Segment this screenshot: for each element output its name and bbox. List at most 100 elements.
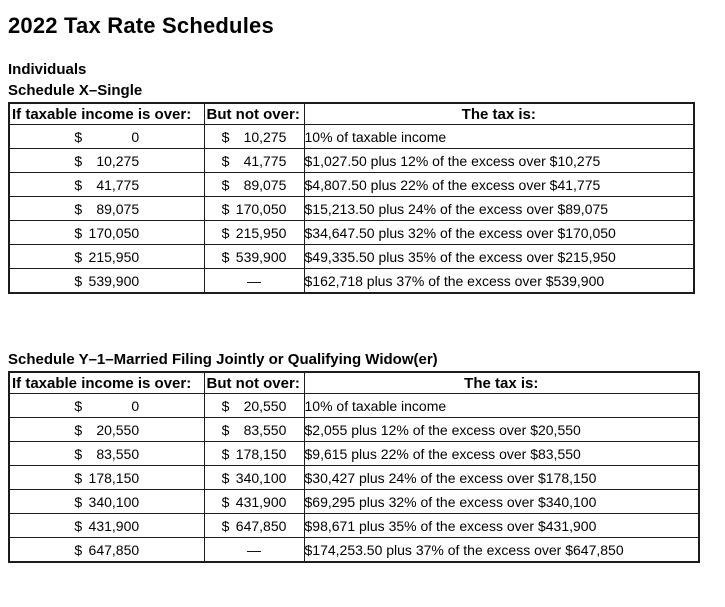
column-header-tax: The tax is: (303, 371, 700, 394)
table-row: $10,275 $41,775 $1,027.50 plus 12% of th… (8, 148, 695, 173)
tax-formula-cell: 10% of taxable income (303, 393, 700, 418)
not-over-value: 41,775 (243, 152, 287, 169)
not-over-cell: $340,100 (203, 465, 305, 490)
table-row: $89,075 $170,050 $15,213.50 plus 24% of … (8, 196, 695, 221)
income-over-cell: $20,550 (8, 417, 205, 442)
income-over-cell: $89,075 (8, 196, 205, 221)
schedule-y1-table: If taxable income is over: But not over:… (8, 371, 700, 563)
not-over-value: 170,050 (235, 200, 287, 217)
income-over-cell: $10,275 (8, 148, 205, 173)
income-over-value: 340,100 (88, 493, 140, 510)
not-over-cell: $170,050 (203, 196, 305, 221)
income-over-cell: $340,100 (8, 489, 205, 514)
column-header-not-over: But not over: (203, 102, 305, 125)
currency-symbol: $ (221, 224, 230, 241)
schedule-y1-section: Schedule Y–1–Married Filing Jointly or Q… (8, 351, 725, 563)
tax-formula-cell: $4,807.50 plus 22% of the excess over $4… (303, 172, 695, 197)
income-over-cell: $0 (8, 124, 205, 149)
income-over-value: 0 (131, 128, 140, 145)
table-row: $539,900 $— $162,718 plus 37% of the exc… (8, 268, 695, 294)
tax-formula-cell: $98,671 plus 35% of the excess over $431… (303, 513, 700, 538)
tax-formula-cell: $49,335.50 plus 35% of the excess over $… (303, 244, 695, 269)
currency-symbol: $ (74, 200, 83, 217)
table-row: $647,850 $— $174,253.50 plus 37% of the … (8, 537, 700, 563)
income-over-cell: $83,550 (8, 441, 205, 466)
income-over-value: 0 (131, 397, 140, 414)
currency-symbol: $ (221, 176, 230, 193)
not-over-cell: $20,550 (203, 393, 305, 418)
not-over-cell: $215,950 (203, 220, 305, 245)
table-row: $20,550 $83,550 $2,055 plus 12% of the e… (8, 417, 700, 442)
not-over-cell: $539,900 (203, 244, 305, 269)
currency-symbol: $ (74, 421, 83, 438)
income-over-value: 10,275 (96, 152, 140, 169)
tax-formula-cell: $30,427 plus 24% of the excess over $178… (303, 465, 700, 490)
income-over-value: 89,075 (96, 200, 140, 217)
not-over-value: — (247, 541, 261, 558)
currency-symbol: $ (74, 541, 83, 558)
currency-symbol: $ (221, 248, 230, 265)
tax-formula-cell: $1,027.50 plus 12% of the excess over $1… (303, 148, 695, 173)
not-over-value: 178,150 (235, 445, 287, 462)
income-over-cell: $0 (8, 393, 205, 418)
table-row: $340,100 $431,900 $69,295 plus 32% of th… (8, 489, 700, 514)
currency-symbol: $ (74, 397, 83, 414)
not-over-value: 83,550 (243, 421, 287, 438)
currency-symbol: $ (221, 421, 230, 438)
not-over-cell: $— (203, 268, 305, 294)
income-over-value: 178,150 (88, 469, 140, 486)
schedule-y1-header-row: If taxable income is over: But not over:… (8, 371, 700, 394)
income-over-cell: $178,150 (8, 465, 205, 490)
column-header-not-over: But not over: (203, 371, 305, 394)
table-row: $215,950 $539,900 $49,335.50 plus 35% of… (8, 244, 695, 269)
tax-formula-cell: 10% of taxable income (303, 124, 695, 149)
table-row: $170,050 $215,950 $34,647.50 plus 32% of… (8, 220, 695, 245)
income-over-value: 41,775 (96, 176, 140, 193)
currency-symbol: $ (74, 493, 83, 510)
not-over-value: 647,850 (235, 517, 287, 534)
not-over-value: — (247, 272, 261, 289)
not-over-cell: $89,075 (203, 172, 305, 197)
currency-symbol: $ (74, 152, 83, 169)
table-row: $41,775 $89,075 $4,807.50 plus 22% of th… (8, 172, 695, 197)
table-row: $178,150 $340,100 $30,427 plus 24% of th… (8, 465, 700, 490)
currency-symbol: $ (74, 176, 83, 193)
currency-symbol: $ (74, 517, 83, 534)
currency-symbol: $ (74, 469, 83, 486)
page-title: 2022 Tax Rate Schedules (8, 13, 274, 38)
income-over-cell: $215,950 (8, 244, 205, 269)
income-over-value: 83,550 (96, 445, 140, 462)
tax-formula-cell: $162,718 plus 37% of the excess over $53… (303, 268, 695, 294)
not-over-cell: $83,550 (203, 417, 305, 442)
schedule-x-table: If taxable income is over: But not over:… (8, 102, 695, 294)
income-over-value: 215,950 (88, 248, 140, 265)
not-over-value: 20,550 (243, 397, 287, 414)
table-row: $0 $20,550 10% of taxable income (8, 393, 700, 418)
currency-symbol: $ (221, 445, 230, 462)
tax-formula-cell: $2,055 plus 12% of the excess over $20,5… (303, 417, 700, 442)
table-row: $431,900 $647,850 $98,671 plus 35% of th… (8, 513, 700, 538)
not-over-value: 431,900 (235, 493, 287, 510)
income-over-value: 431,900 (88, 517, 140, 534)
tax-formula-cell: $69,295 plus 32% of the excess over $340… (303, 489, 700, 514)
not-over-value: 89,075 (243, 176, 287, 193)
income-over-cell: $41,775 (8, 172, 205, 197)
tax-formula-cell: $174,253.50 plus 37% of the excess over … (303, 537, 700, 563)
group-label: Individuals (8, 61, 87, 78)
not-over-cell: $10,275 (203, 124, 305, 149)
income-over-cell: $431,900 (8, 513, 205, 538)
schedule-x-header-row: If taxable income is over: But not over:… (8, 102, 695, 125)
currency-symbol: $ (221, 469, 230, 486)
tax-schedules-page: 2022 Tax Rate Schedules Individuals Sche… (8, 13, 725, 563)
currency-symbol: $ (74, 224, 83, 241)
tax-formula-cell: $15,213.50 plus 24% of the excess over $… (303, 196, 695, 221)
not-over-cell: $431,900 (203, 489, 305, 514)
column-header-tax: The tax is: (303, 102, 695, 125)
tax-formula-cell: $34,647.50 plus 32% of the excess over $… (303, 220, 695, 245)
currency-symbol: $ (74, 128, 83, 145)
table-row: $0 $10,275 10% of taxable income (8, 124, 695, 149)
column-header-income-over: If taxable income is over: (8, 371, 205, 394)
currency-symbol: $ (221, 128, 230, 145)
not-over-cell: $647,850 (203, 513, 305, 538)
currency-symbol: $ (74, 445, 83, 462)
